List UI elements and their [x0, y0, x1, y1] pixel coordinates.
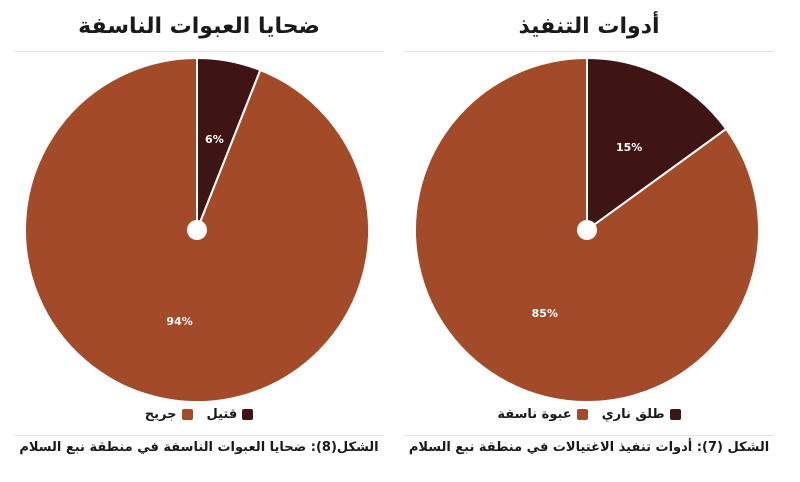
legend-label: عبوة ناسفة — [497, 407, 572, 422]
legend-swatch — [576, 409, 588, 420]
figure-caption: الشكل(8): ضحايا العبوات الناسفة في منطقة… — [19, 440, 379, 455]
legend-swatch — [242, 409, 254, 420]
figure-caption: الشكل (7): أدوات تنفيذ الاغتيالات في منط… — [408, 440, 770, 455]
legend-item-explosive: عبوة ناسفة — [497, 407, 588, 422]
divider — [404, 51, 774, 52]
pie-center-hole — [577, 220, 597, 240]
legend-swatch — [669, 409, 681, 420]
chart-panel-tools: أدوات التنفيذ 15% 85% طلق ناري عبوة ناسفة… — [404, 0, 774, 482]
slice-data-label: 85% — [532, 307, 558, 320]
pie-chart-victims: 6% 94% — [24, 56, 370, 403]
legend-label: جريح — [144, 407, 177, 422]
legend: طلق ناري عبوة ناسفة — [404, 407, 774, 422]
legend: قتيل جريح — [14, 407, 384, 422]
divider — [14, 51, 384, 52]
slice-data-label: 15% — [616, 141, 642, 154]
slice-data-label: 6% — [205, 133, 224, 146]
divider — [404, 435, 774, 436]
legend-item-wounded: جريح — [145, 407, 193, 422]
chart-panel-victims: ضحايا العبوات الناسفة 6% 94% قتيل جريح ال… — [14, 0, 384, 482]
pie-slice — [586, 56, 728, 232]
legend-item-killed: قتيل — [207, 407, 254, 422]
legend-swatch — [181, 409, 193, 420]
pie-slice — [24, 56, 370, 403]
pie-chart-tools: 15% 85% — [414, 56, 760, 403]
legend-item-gunfire: طلق ناري — [602, 407, 681, 422]
slice-data-label: 94% — [166, 315, 192, 328]
chart-title: أدوات التنفيذ — [518, 14, 660, 39]
legend-label: طلق ناري — [601, 407, 665, 422]
chart-title: ضحايا العبوات الناسفة — [78, 14, 320, 39]
legend-label: قتيل — [206, 407, 238, 422]
pie-center-hole — [187, 220, 207, 240]
divider — [14, 435, 384, 436]
